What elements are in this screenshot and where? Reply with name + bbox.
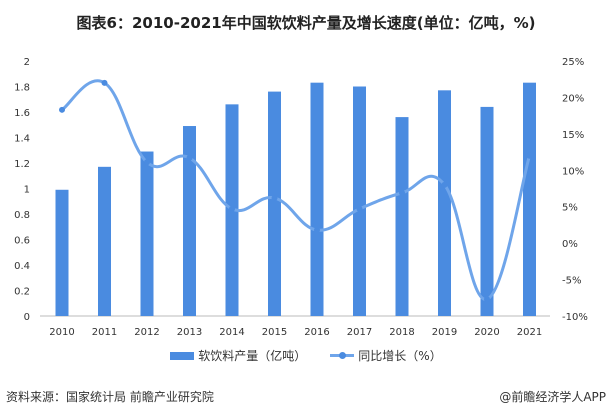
bar (98, 166, 111, 316)
x-tick-label: 2021 (517, 327, 542, 338)
right-tick-label: -10% (562, 312, 588, 323)
bar (310, 82, 324, 316)
growth-point (59, 106, 65, 113)
source-note: 资料来源：国家统计局 前瞻产业研究院 (6, 390, 214, 404)
x-tick-label: 2019 (432, 327, 457, 338)
bar (395, 117, 409, 316)
growth-point (101, 79, 108, 86)
right-tick-label: 25% (562, 57, 584, 68)
growth-point (144, 159, 150, 166)
left-tick-label: 0.4 (14, 261, 30, 272)
x-tick-label: 2018 (389, 327, 414, 338)
x-tick-label: 2020 (474, 327, 499, 338)
growth-point (229, 205, 235, 212)
legend-swatch-line (330, 352, 355, 359)
growth-point (356, 205, 363, 212)
right-tick-label: 10% (562, 166, 584, 177)
bar (438, 90, 451, 316)
x-tick-label: 2010 (49, 327, 74, 338)
bar (140, 151, 154, 316)
growth-line (61, 79, 531, 301)
left-tick-label: 1.4 (14, 134, 30, 145)
bar (55, 189, 69, 316)
legend: 软饮料产量（亿吨） 同比增长（%） (0, 347, 612, 364)
legend-swatch-bar (170, 351, 195, 360)
left-tick-label: 1.8 (14, 83, 30, 94)
right-tick-label: -5% (562, 276, 581, 287)
right-tick-label: 15% (562, 130, 584, 141)
x-tick-label: 2015 (262, 327, 287, 338)
brand-credit: @前瞻经济学人APP (499, 390, 606, 404)
left-tick-label: 0.8 (14, 210, 30, 221)
growth-point (526, 152, 533, 159)
left-tick-label: 0.6 (14, 236, 30, 247)
bar (523, 82, 536, 316)
x-tick-label: 2013 (177, 327, 202, 338)
left-tick-label: 0 (24, 312, 30, 323)
legend-label: 同比增长（%） (358, 349, 442, 363)
x-tick-label: 2016 (304, 327, 329, 338)
left-tick-label: 1.2 (14, 159, 30, 170)
chart-title: 图表6：2010-2021年中国软饮料产量及增长速度(单位：亿吨，%) (76, 14, 536, 32)
bar (480, 106, 494, 317)
x-tick-label: 2012 (134, 327, 159, 338)
bar (353, 86, 366, 316)
x-tick-label: 2011 (92, 327, 117, 338)
bar (183, 126, 196, 317)
growth-point (441, 181, 448, 188)
bar (268, 91, 281, 316)
right-tick-label: 20% (562, 93, 584, 104)
x-tick-label: 2014 (219, 327, 244, 338)
growth-point (186, 154, 193, 161)
right-tick-label: 5% (562, 203, 578, 214)
left-tick-label: 0.2 (14, 287, 30, 298)
left-tick-label: 1 (24, 185, 30, 196)
growth-point (314, 227, 320, 234)
left-tick-label: 2 (24, 57, 30, 68)
growth-point (399, 189, 405, 196)
growth-point (271, 194, 278, 201)
right-tick-label: 0% (562, 239, 578, 250)
legend-item-line: 同比增长（%） (330, 347, 442, 364)
legend-label: 软饮料产量（亿吨） (198, 349, 307, 363)
left-tick-label: 1.6 (14, 108, 30, 119)
legend-item-bar: 软饮料产量（亿吨） (170, 347, 306, 364)
x-tick-label: 2017 (347, 327, 372, 338)
growth-point (484, 296, 490, 303)
